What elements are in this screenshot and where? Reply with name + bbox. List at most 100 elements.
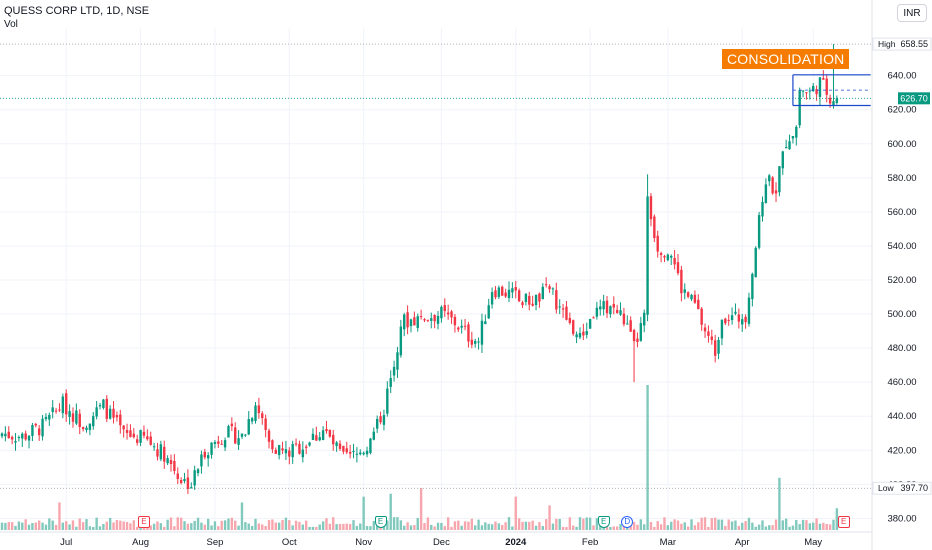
- candle-body: [568, 318, 572, 323]
- volume-bar: [129, 523, 132, 530]
- candle-body: [61, 396, 65, 414]
- volume-bar: [369, 526, 372, 530]
- candle-body: [359, 452, 362, 455]
- candle-body: [234, 427, 237, 444]
- candle-body: [142, 431, 146, 436]
- volume-bar: [359, 523, 362, 530]
- volume-bar: [656, 521, 659, 530]
- event-badge[interactable]: E: [374, 516, 387, 528]
- candle-body: [277, 445, 281, 456]
- candle-body: [369, 438, 372, 454]
- volume-bar: [683, 522, 686, 530]
- currency-button[interactable]: INR: [897, 4, 927, 22]
- candle-body: [463, 325, 467, 327]
- volume-bar: [240, 502, 244, 530]
- volume-bar: [825, 523, 828, 530]
- volume-bar: [501, 524, 504, 530]
- volume-bar: [338, 523, 342, 530]
- volume-bar: [88, 526, 92, 530]
- candle-body: [656, 235, 659, 252]
- candle-body: [271, 440, 274, 450]
- volume-bar: [551, 523, 555, 530]
- y-tick-label: 480.00: [887, 343, 916, 354]
- event-badge[interactable]: E: [597, 516, 610, 528]
- x-tick-label: Mar: [660, 537, 676, 548]
- candle-body: [453, 316, 457, 326]
- candle-body: [744, 316, 747, 323]
- candle-body: [430, 318, 433, 321]
- x-tick-label: May: [804, 537, 822, 548]
- volume-bar: [778, 477, 781, 530]
- volume-bar: [206, 518, 210, 530]
- x-tick-label: Oct: [282, 537, 297, 548]
- volume-bar: [812, 522, 815, 530]
- candle-body: [136, 439, 139, 443]
- candle-body: [588, 319, 592, 329]
- candle-body: [646, 196, 649, 315]
- candle-body: [237, 438, 240, 445]
- volume-bar: [183, 521, 186, 530]
- volume-bar: [700, 517, 703, 530]
- volume-bar: [31, 523, 34, 530]
- candle-body: [686, 292, 690, 297]
- candle-body: [409, 319, 413, 327]
- volume-bar: [169, 517, 173, 530]
- candle-body: [436, 315, 440, 324]
- volume-bar: [534, 525, 538, 530]
- y-tick-label: 380.00: [887, 513, 916, 524]
- volume-bar: [484, 522, 487, 530]
- candle-body: [203, 451, 206, 458]
- volume-bar: [754, 526, 757, 530]
- volume-bar: [95, 517, 98, 530]
- candle-body: [244, 434, 247, 436]
- volume-bar: [389, 493, 392, 530]
- candle-body: [710, 336, 713, 341]
- candle-body: [636, 338, 639, 342]
- candle-body: [301, 449, 305, 458]
- volume-bar: [75, 526, 78, 530]
- candle-body: [264, 418, 267, 431]
- event-badge[interactable]: D: [621, 516, 634, 528]
- candle-body: [575, 334, 578, 338]
- volume-bar: [332, 517, 335, 530]
- candle-body: [308, 442, 311, 446]
- volume-bar: [186, 523, 190, 530]
- candle-body: [649, 196, 653, 220]
- volume-bar: [176, 517, 179, 530]
- volume-bar: [315, 526, 318, 530]
- candle-body: [605, 300, 609, 314]
- event-badge[interactable]: E: [837, 516, 850, 528]
- candle-body: [531, 303, 534, 306]
- volume-bar: [159, 523, 163, 530]
- candle-body: [163, 446, 166, 462]
- volume-bar: [92, 527, 95, 530]
- event-badge[interactable]: E: [137, 516, 150, 528]
- candle-body: [484, 321, 487, 325]
- candle-body: [14, 441, 17, 443]
- volume-bar: [34, 522, 37, 530]
- y-tick-label: 540.00: [887, 241, 916, 252]
- candle-body: [497, 287, 501, 297]
- volume-bar: [24, 519, 27, 530]
- volume-bar: [237, 525, 240, 530]
- volume-bar: [463, 521, 467, 530]
- volume-bar: [686, 526, 690, 530]
- volume-bar: [477, 519, 480, 530]
- volume-bar: [612, 526, 615, 530]
- candle-body: [697, 299, 700, 310]
- candle-body: [558, 306, 561, 308]
- candle-body: [149, 436, 152, 445]
- candle-body: [71, 413, 75, 422]
- y-tick-label: 580.00: [887, 173, 916, 184]
- volume-bar: [416, 517, 419, 530]
- candle-body: [781, 151, 784, 169]
- volume-bar: [244, 522, 247, 530]
- candle-body: [474, 340, 477, 344]
- candle-body: [443, 305, 446, 312]
- candle-body: [504, 292, 507, 297]
- volume-bar: [828, 524, 832, 530]
- candle-body: [659, 253, 663, 256]
- volume-bar: [392, 517, 396, 530]
- candle-body: [619, 310, 622, 315]
